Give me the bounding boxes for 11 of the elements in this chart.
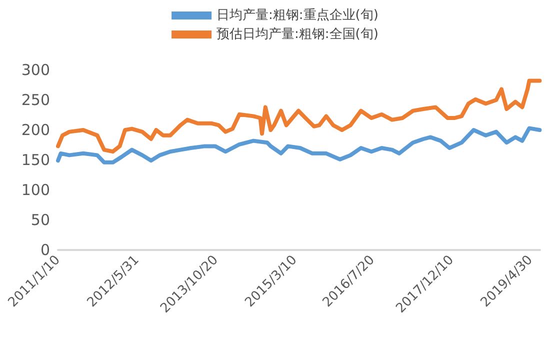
line-series <box>56 78 542 154</box>
legend-label: 日均产量:粗钢:重点企业(旬) <box>216 8 378 23</box>
y-tick-label: 0 <box>40 241 50 259</box>
legend-label: 预估日均产量:粗钢:全国(旬) <box>216 27 378 42</box>
y-tick-label: 200 <box>21 121 50 139</box>
line-series <box>56 126 542 164</box>
y-tick-label: 50 <box>30 211 50 229</box>
y-tick-label: 250 <box>21 91 50 109</box>
y-tick-label: 100 <box>21 181 50 199</box>
y-tick-label: 300 <box>21 61 50 79</box>
y-tick-label: 150 <box>21 151 50 169</box>
